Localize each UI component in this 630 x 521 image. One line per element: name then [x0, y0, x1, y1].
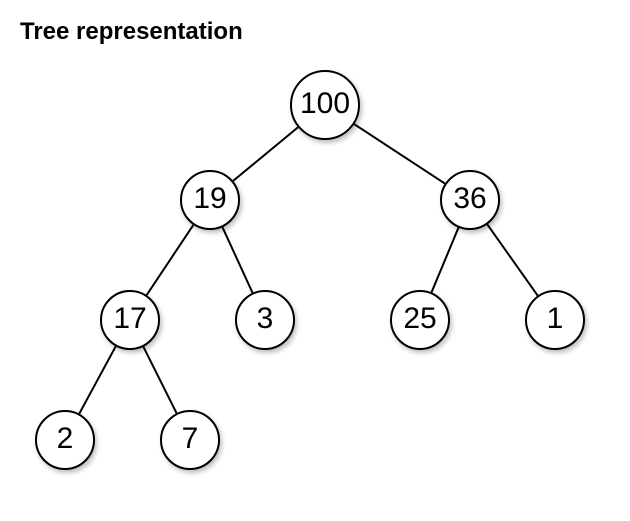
tree-edge: [143, 347, 176, 413]
tree-node: 25: [390, 290, 450, 350]
tree-node: 7: [160, 410, 220, 470]
tree-diagram: Tree representation 100193617325127: [0, 0, 630, 521]
tree-node-label: 36: [453, 184, 486, 214]
tree-node-label: 100: [300, 89, 350, 119]
tree-node-label: 17: [113, 304, 146, 334]
tree-edge: [222, 227, 252, 292]
tree-edge: [487, 224, 537, 295]
tree-edge: [233, 127, 298, 181]
tree-node-label: 2: [57, 424, 74, 454]
tree-node: 3: [235, 290, 295, 350]
tree-edge: [147, 225, 194, 295]
tree-node-label: 7: [182, 424, 199, 454]
tree-edge: [432, 228, 459, 293]
tree-node: 17: [100, 290, 160, 350]
tree-node: 2: [35, 410, 95, 470]
tree-node: 100: [290, 70, 360, 140]
tree-node-label: 25: [403, 304, 436, 334]
tree-node: 1: [525, 290, 585, 350]
tree-node: 36: [440, 170, 500, 230]
tree-edge: [354, 124, 445, 183]
tree-node-label: 3: [257, 304, 274, 334]
tree-node: 19: [180, 170, 240, 230]
tree-edge: [79, 346, 115, 413]
tree-node-label: 19: [193, 184, 226, 214]
tree-node-label: 1: [547, 304, 564, 334]
